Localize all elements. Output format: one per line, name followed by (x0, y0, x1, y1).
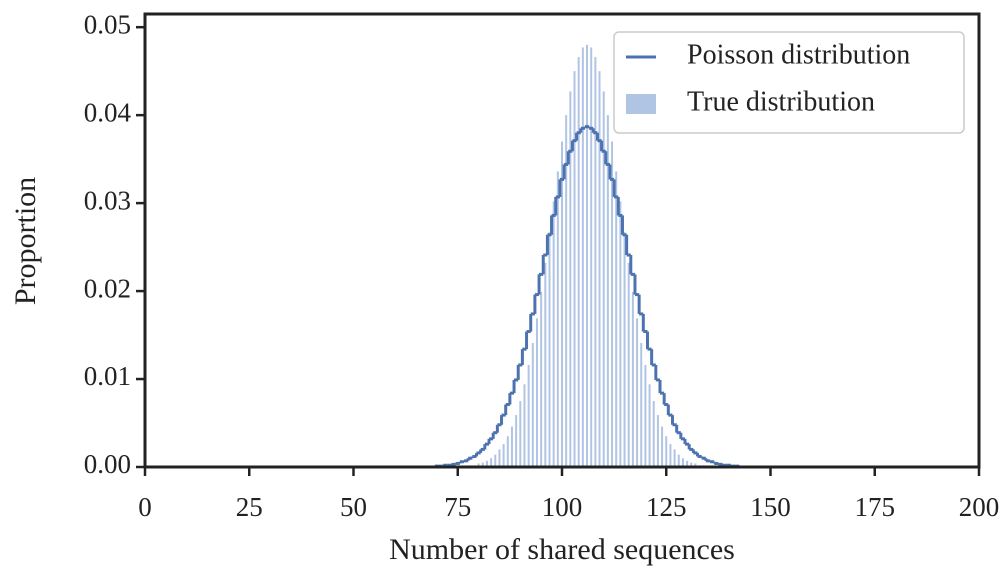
legend-label: True distribution (687, 86, 875, 117)
bar (648, 384, 651, 467)
bar (523, 384, 526, 467)
bar (540, 291, 543, 467)
bar (485, 460, 488, 467)
bar (636, 318, 639, 467)
bar (598, 71, 601, 468)
bar (665, 436, 668, 467)
x-tick-label: 75 (444, 492, 471, 522)
x-axis-label: Number of shared sequences (389, 533, 735, 566)
y-axis-label: Proportion (9, 177, 42, 305)
bar (498, 449, 501, 467)
bar (594, 57, 597, 467)
y-tick-label: 0.03 (84, 185, 131, 215)
bar (586, 44, 589, 467)
bar (619, 201, 622, 467)
x-tick-label: 200 (959, 492, 1000, 522)
bar (490, 458, 493, 467)
bar (590, 47, 593, 468)
bar (561, 141, 563, 467)
bar (640, 342, 643, 467)
bar (531, 342, 534, 467)
y-tick-label: 0.04 (84, 97, 132, 127)
x-tick-label: 175 (855, 492, 896, 522)
bar (673, 449, 676, 467)
bar (606, 115, 609, 468)
bar (502, 444, 505, 467)
x-tick-label: 100 (542, 492, 583, 522)
bar (623, 232, 626, 467)
bar (686, 460, 689, 467)
x-tick-label: 25 (236, 492, 263, 522)
bar (669, 444, 672, 467)
legend-box (613, 31, 965, 134)
bar (627, 262, 630, 467)
legend-label: Poisson distribution (687, 39, 910, 70)
bar (527, 364, 530, 467)
bar (481, 462, 484, 467)
bar (494, 454, 497, 467)
bar (565, 115, 568, 468)
bar (577, 57, 580, 467)
bar (573, 71, 576, 468)
x-tick-label: 50 (340, 492, 367, 522)
bar (515, 415, 518, 467)
bar (506, 436, 509, 467)
bar (652, 401, 655, 467)
legend-swatch (626, 94, 656, 114)
bar (569, 91, 572, 467)
bar (611, 141, 614, 467)
bar (631, 291, 634, 467)
bar (681, 458, 684, 467)
bar (535, 318, 538, 467)
y-tick-label: 0.02 (84, 273, 131, 303)
bar (694, 463, 697, 467)
bar (552, 201, 555, 467)
bar (510, 426, 513, 467)
bar (677, 454, 680, 467)
bar (644, 364, 647, 467)
bar (477, 463, 480, 467)
bar (581, 47, 584, 468)
bar (548, 232, 551, 467)
bar (602, 91, 605, 467)
bar (519, 401, 522, 467)
bar (656, 415, 659, 467)
x-tick-label: 150 (750, 492, 791, 522)
bar (544, 262, 547, 467)
y-tick-label: 0.00 (84, 449, 131, 479)
x-tick-label: 125 (646, 492, 687, 522)
y-tick-label: 0.01 (84, 361, 131, 391)
bar (556, 171, 559, 467)
bar (690, 462, 693, 467)
y-tick-label: 0.05 (84, 9, 131, 39)
bar (615, 171, 618, 467)
bar (661, 426, 664, 467)
x-tick-label: 0 (138, 492, 152, 522)
